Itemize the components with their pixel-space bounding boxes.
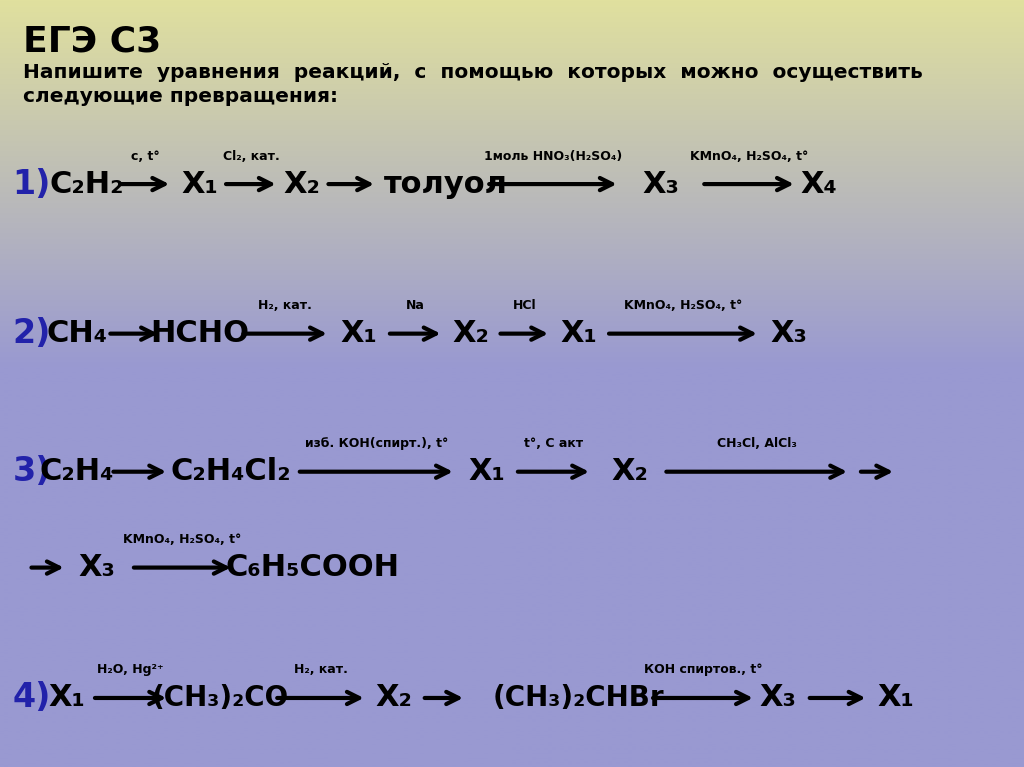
Text: X₃: X₃ (79, 553, 116, 582)
Text: X₃: X₃ (770, 319, 807, 348)
Text: C₂H₂: C₂H₂ (50, 170, 124, 199)
Text: 4): 4) (12, 681, 50, 715)
Text: KMnO₄, H₂SO₄, t°: KMnO₄, H₂SO₄, t° (690, 150, 808, 163)
Text: C₆H₅COOH: C₆H₅COOH (225, 553, 399, 582)
Text: (CH₃)₂CO: (CH₃)₂CO (152, 684, 289, 712)
Text: 1): 1) (12, 167, 50, 201)
Text: X₂: X₂ (453, 319, 489, 348)
Text: X₄: X₄ (801, 170, 838, 199)
Text: HCl: HCl (512, 299, 537, 312)
Text: X₃: X₃ (642, 170, 679, 199)
Text: H₂, кат.: H₂, кат. (294, 663, 347, 676)
Text: 3): 3) (12, 455, 51, 489)
Text: ЕГЭ С3: ЕГЭ С3 (23, 25, 161, 58)
Text: X₃: X₃ (760, 683, 797, 713)
Text: Напишите  уравнения  реакций,  с  помощью  которых  можно  осуществить: Напишите уравнения реакций, с помощью ко… (23, 63, 923, 82)
Text: Cl₂, кат.: Cl₂, кат. (222, 150, 280, 163)
Text: KMnO₄, H₂SO₄, t°: KMnO₄, H₂SO₄, t° (123, 533, 242, 546)
Text: Na: Na (406, 299, 425, 312)
Text: X₁: X₁ (468, 457, 505, 486)
Text: КОН спиртов., t°: КОН спиртов., t° (644, 663, 762, 676)
Text: X₁: X₁ (181, 170, 218, 199)
Text: X₁: X₁ (340, 319, 377, 348)
Text: изб. КОН(спирт.), t°: изб. КОН(спирт.), t° (304, 437, 449, 450)
Text: X₂: X₂ (284, 170, 321, 199)
Text: H₂, кат.: H₂, кат. (258, 299, 312, 312)
Text: HCHO: HCHO (151, 319, 249, 348)
Text: X₂: X₂ (611, 457, 648, 486)
Text: X₁: X₁ (878, 683, 914, 713)
Text: CH₄: CH₄ (46, 319, 108, 348)
Text: X₁: X₁ (560, 319, 597, 348)
Text: X₂: X₂ (376, 683, 413, 713)
Text: толуол: толуол (383, 170, 508, 199)
Text: H₂O, Hg²⁺: H₂O, Hg²⁺ (97, 663, 164, 676)
Text: t°, C акт: t°, C акт (524, 437, 583, 450)
Text: 2): 2) (12, 317, 50, 351)
Text: KMnO₄, H₂SO₄, t°: KMnO₄, H₂SO₄, t° (624, 299, 742, 312)
Text: X₁: X₁ (48, 683, 85, 713)
Text: 1моль HNO₃(H₂SO₄): 1моль HNO₃(H₂SO₄) (483, 150, 623, 163)
Text: (CH₃)₂CHBr: (CH₃)₂CHBr (493, 684, 665, 712)
Text: CH₃Cl, AlCl₃: CH₃Cl, AlCl₃ (717, 437, 797, 450)
Text: C₂H₄Cl₂: C₂H₄Cl₂ (170, 457, 291, 486)
Text: следующие превращения:: следующие превращения: (23, 87, 338, 107)
Text: c, t°: c, t° (130, 150, 160, 163)
Text: C₂H₄: C₂H₄ (40, 457, 114, 486)
